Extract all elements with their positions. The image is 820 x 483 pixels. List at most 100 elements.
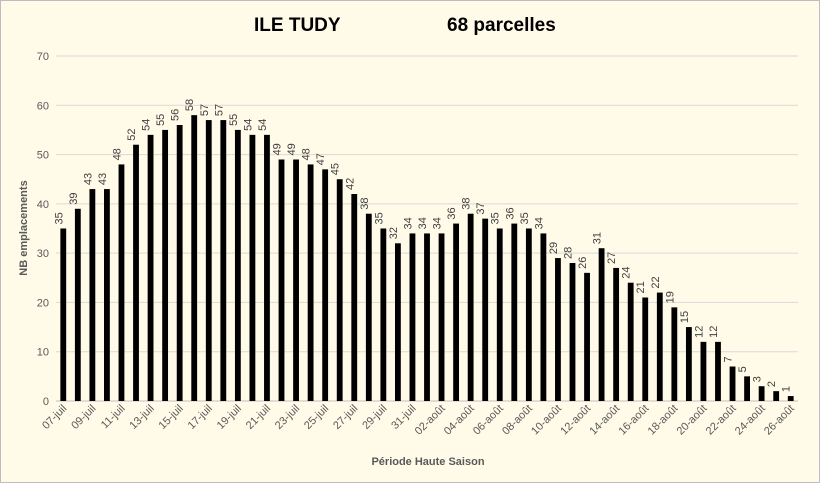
bar bbox=[438, 233, 445, 401]
data-label: 38 bbox=[359, 197, 371, 209]
data-label: 57 bbox=[199, 104, 211, 116]
bar bbox=[642, 297, 649, 401]
data-label: 36 bbox=[504, 207, 516, 219]
bar bbox=[351, 194, 358, 401]
data-label: 49 bbox=[272, 143, 284, 155]
bar bbox=[598, 248, 605, 401]
x-tick-label: 14-août bbox=[587, 403, 622, 438]
x-tick-label: 23-juil bbox=[273, 403, 302, 432]
data-label: 38 bbox=[461, 197, 473, 209]
bar bbox=[380, 228, 387, 401]
bar bbox=[671, 307, 678, 401]
y-tick-label: 60 bbox=[37, 100, 49, 112]
data-label: 15 bbox=[679, 311, 691, 323]
data-label: 31 bbox=[592, 232, 604, 244]
data-label: 27 bbox=[606, 252, 618, 264]
x-tick-label: 27-juil bbox=[331, 403, 360, 432]
data-label: 52 bbox=[126, 128, 138, 140]
x-tick-label: 12-août bbox=[558, 403, 593, 438]
data-label: 49 bbox=[286, 143, 298, 155]
x-tick-label: 29-juil bbox=[360, 403, 389, 432]
bar bbox=[715, 341, 721, 401]
bar bbox=[394, 243, 401, 401]
bar bbox=[249, 134, 256, 401]
data-label: 12 bbox=[708, 326, 720, 338]
bar bbox=[685, 327, 692, 401]
bar bbox=[787, 396, 794, 401]
x-axis-title: Période Haute Saison bbox=[371, 456, 484, 468]
bar bbox=[307, 164, 314, 401]
bar bbox=[176, 125, 183, 401]
data-label: 54 bbox=[141, 119, 153, 131]
data-label: 5 bbox=[737, 366, 749, 372]
x-tick-label: 16-août bbox=[616, 403, 651, 438]
x-tick-label: 18-août bbox=[646, 403, 681, 438]
bar bbox=[322, 169, 329, 401]
data-label: 47 bbox=[315, 153, 327, 165]
data-label: 34 bbox=[432, 217, 444, 229]
data-label: 56 bbox=[170, 109, 182, 121]
x-tick-label: 26-août bbox=[762, 403, 797, 438]
data-label: 57 bbox=[213, 104, 225, 116]
data-label: 43 bbox=[97, 173, 109, 185]
bar bbox=[525, 228, 532, 401]
bar bbox=[365, 213, 372, 401]
bar bbox=[234, 129, 241, 401]
bar bbox=[511, 223, 518, 401]
x-tick-label: 13-juil bbox=[127, 403, 156, 432]
bar bbox=[569, 263, 576, 401]
bar bbox=[453, 223, 460, 401]
data-label: 48 bbox=[111, 148, 123, 160]
x-tick-label: 11-juil bbox=[99, 403, 128, 432]
bar bbox=[205, 120, 212, 402]
x-tick-label: 20-août bbox=[675, 403, 710, 438]
x-tick-label: 08-août bbox=[500, 403, 535, 438]
bar bbox=[264, 134, 270, 401]
x-tick-label: 06-août bbox=[471, 403, 506, 438]
data-label: 54 bbox=[242, 119, 254, 131]
data-label: 54 bbox=[257, 119, 269, 131]
data-label: 24 bbox=[621, 266, 633, 278]
x-tick-label: 21-juil bbox=[244, 403, 273, 432]
x-tick-label: 04-août bbox=[442, 403, 477, 438]
bar bbox=[162, 129, 169, 401]
chart-title: ILE TUDY bbox=[254, 15, 341, 36]
bar bbox=[555, 258, 561, 401]
y-tick-label: 0 bbox=[43, 396, 49, 408]
y-tick-label: 20 bbox=[37, 297, 49, 309]
bar bbox=[191, 115, 198, 402]
x-tick-label: 02-août bbox=[413, 403, 448, 438]
x-tick-label: 15-juil bbox=[157, 403, 186, 432]
data-label: 35 bbox=[53, 212, 65, 224]
y-tick-label: 10 bbox=[37, 347, 49, 359]
y-axis-ticks: 0 10 20 30 40 50 60 70 bbox=[37, 51, 49, 408]
bar bbox=[220, 120, 227, 402]
y-tick-label: 40 bbox=[37, 199, 49, 211]
data-label: 55 bbox=[155, 114, 167, 126]
data-label: 7 bbox=[723, 356, 735, 362]
y-axis-title: NB emplacements bbox=[18, 180, 30, 275]
bar bbox=[700, 341, 707, 401]
bar bbox=[118, 164, 125, 401]
data-label: 29 bbox=[548, 242, 560, 254]
data-label: 12 bbox=[693, 326, 705, 338]
x-tick-label: 17-juil bbox=[186, 403, 215, 432]
data-label: 26 bbox=[577, 257, 589, 269]
bar bbox=[133, 144, 139, 401]
bar bbox=[627, 282, 634, 401]
y-tick-label: 70 bbox=[37, 51, 49, 63]
y-tick-label: 50 bbox=[37, 150, 49, 162]
data-label: 28 bbox=[562, 247, 574, 259]
data-label: 58 bbox=[184, 99, 196, 111]
bar bbox=[496, 228, 503, 401]
data-label: 43 bbox=[82, 173, 94, 185]
x-tick-label: 22-août bbox=[704, 403, 739, 438]
bar bbox=[424, 233, 430, 401]
data-label: 34 bbox=[417, 217, 429, 229]
x-tick-label: 10-août bbox=[529, 403, 564, 438]
x-tick-label: 09-juil bbox=[69, 403, 98, 432]
data-label: 55 bbox=[228, 114, 240, 126]
bar bbox=[293, 159, 299, 401]
